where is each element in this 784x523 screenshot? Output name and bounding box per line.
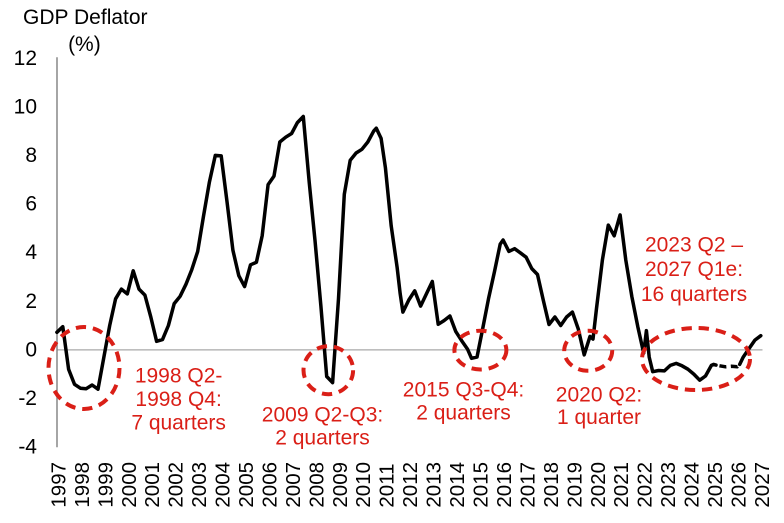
svg-text:2004: 2004: [212, 462, 235, 508]
svg-text:1998 Q4:: 1998 Q4:: [135, 388, 221, 411]
svg-text:2019: 2019: [563, 462, 586, 508]
svg-text:2025: 2025: [704, 462, 727, 508]
svg-text:10: 10: [14, 95, 37, 118]
svg-text:2009 Q2-Q3:: 2009 Q2-Q3:: [262, 403, 383, 426]
svg-text:2027 Q1e:: 2027 Q1e:: [645, 258, 743, 281]
svg-text:2023 Q2 –: 2023 Q2 –: [645, 233, 743, 256]
svg-text:1998: 1998: [71, 462, 94, 508]
svg-text:2011: 2011: [376, 464, 399, 508]
svg-text:2015: 2015: [470, 462, 493, 508]
svg-text:2027: 2027: [751, 462, 774, 508]
svg-text:2006: 2006: [258, 462, 281, 508]
svg-text:2013: 2013: [423, 462, 446, 508]
svg-text:(%): (%): [68, 33, 101, 56]
svg-text:2 quarters: 2 quarters: [275, 427, 370, 450]
svg-text:2014: 2014: [446, 462, 469, 508]
svg-text:4: 4: [25, 241, 37, 264]
svg-text:16 quarters: 16 quarters: [641, 283, 747, 306]
svg-text:2010: 2010: [352, 462, 375, 508]
svg-text:1998 Q2-: 1998 Q2-: [135, 364, 223, 387]
svg-text:2009: 2009: [329, 462, 352, 508]
svg-text:12: 12: [14, 47, 37, 70]
svg-text:2020 Q2:: 2020 Q2:: [556, 383, 642, 406]
svg-text:2017: 2017: [516, 462, 539, 508]
svg-text:6: 6: [25, 193, 37, 216]
svg-text:7 quarters: 7 quarters: [131, 412, 226, 435]
svg-text:2021: 2021: [610, 462, 633, 508]
svg-text:-4: -4: [18, 436, 37, 459]
svg-text:2008: 2008: [305, 462, 328, 508]
svg-text:1997: 1997: [47, 462, 70, 508]
svg-text:1 quarter: 1 quarter: [557, 406, 641, 429]
svg-text:2012: 2012: [399, 462, 422, 508]
svg-text:8: 8: [25, 144, 37, 167]
svg-text:2020: 2020: [587, 462, 610, 508]
svg-text:2001: 2001: [141, 462, 164, 508]
svg-text:GDP Deflator: GDP Deflator: [23, 6, 148, 29]
svg-text:2007: 2007: [282, 462, 305, 508]
svg-text:2002: 2002: [165, 462, 188, 508]
svg-text:1999: 1999: [94, 462, 117, 508]
svg-text:2 quarters: 2 quarters: [416, 401, 511, 424]
svg-text:2024: 2024: [681, 462, 704, 508]
svg-text:-2: -2: [18, 387, 37, 410]
svg-text:2: 2: [25, 290, 37, 313]
svg-text:2018: 2018: [540, 462, 563, 508]
svg-text:0: 0: [25, 338, 37, 361]
svg-text:2005: 2005: [235, 462, 258, 508]
svg-text:2023: 2023: [657, 462, 680, 508]
svg-text:2015 Q3-Q4:: 2015 Q3-Q4:: [403, 378, 524, 401]
svg-text:2026: 2026: [727, 462, 750, 508]
svg-text:2022: 2022: [634, 462, 657, 508]
svg-text:2016: 2016: [493, 462, 516, 508]
svg-text:2003: 2003: [188, 462, 211, 508]
svg-text:2000: 2000: [118, 462, 141, 508]
